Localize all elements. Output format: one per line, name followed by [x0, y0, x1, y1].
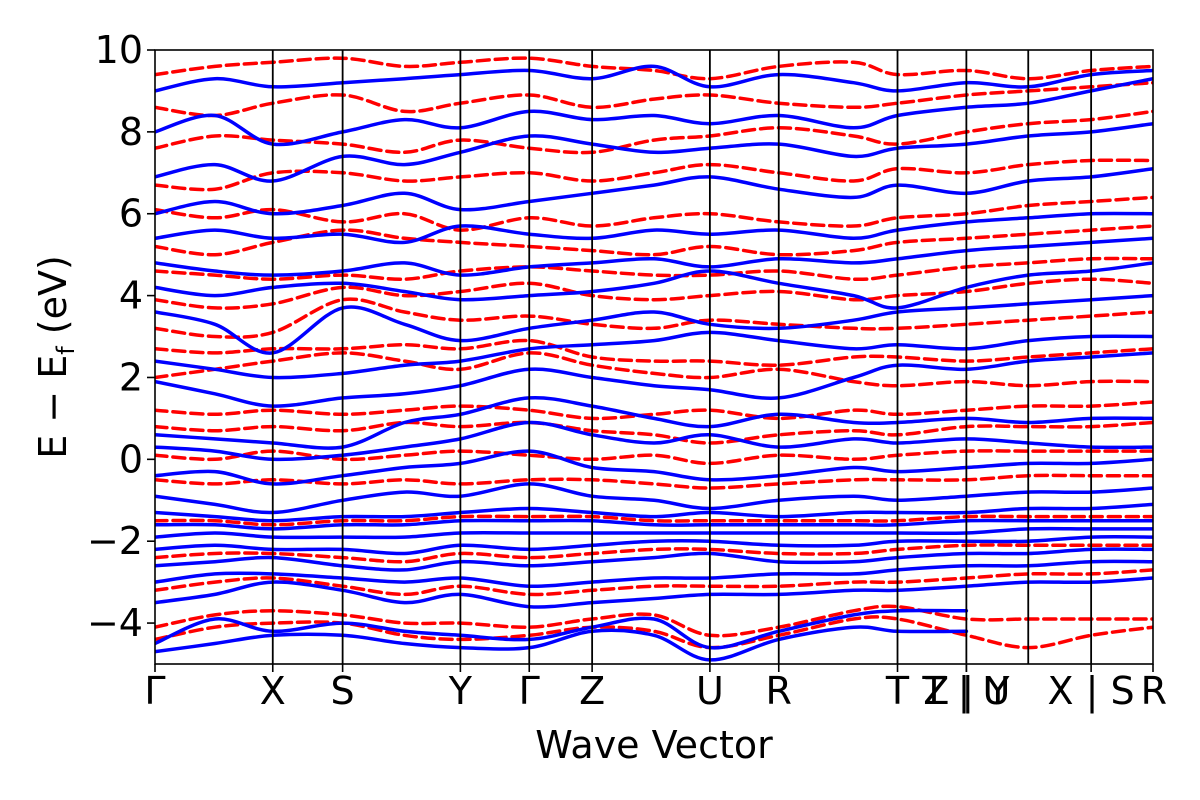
solid-band-10 [155, 449, 1153, 486]
solid-band-8 [155, 502, 1153, 523]
x-tick-label: T | U [921, 669, 1010, 714]
y-tick-label: 8 [119, 110, 143, 154]
solid-band-1 [155, 608, 969, 650]
dashed-band-8 [155, 400, 1153, 421]
dashed-band-12 [155, 277, 1153, 310]
solid-band-4 [155, 547, 1153, 572]
solid-band-2 [155, 576, 1153, 609]
dashed-band-11 [155, 297, 1153, 339]
solid-band-6 [155, 526, 1153, 540]
x-tick-label: T [885, 669, 910, 713]
y-tick-label: 2 [119, 355, 143, 399]
solid-band-0 [155, 625, 969, 662]
dashed-band-5 [155, 473, 1153, 490]
x-tick-label: R [1141, 669, 1167, 713]
y-tick-label: −2 [87, 519, 143, 563]
solid-band-3 [155, 559, 1153, 589]
x-tick-label: Γ [519, 669, 540, 713]
y-tick-label: 0 [119, 437, 143, 481]
solid-band-5 [155, 535, 1153, 556]
x-tick-label: Z | Y [923, 669, 1010, 714]
solid-band-21 [155, 76, 1153, 147]
y-axis-title: E − Ef (eV) [31, 255, 80, 459]
dashed-band-1 [155, 604, 1153, 638]
dashed-band-3 [155, 543, 1153, 564]
solid-band-18 [155, 211, 1153, 245]
solid-band-20 [155, 121, 1153, 183]
solid-band-11 [155, 420, 1153, 462]
solid-band-12 [155, 395, 1153, 450]
x-tick-label: R [766, 669, 792, 713]
solid-band-16 [155, 261, 1153, 310]
y-tick-label: −4 [87, 601, 143, 645]
x-tick-label: S [331, 669, 355, 713]
y-tick-label: 4 [119, 274, 143, 318]
dashed-band-7 [155, 420, 1153, 445]
solid-band-22 [155, 64, 1153, 93]
x-tick-label: U [696, 669, 724, 713]
solid-band-17 [155, 236, 1153, 277]
x-tick-label: Y [448, 669, 473, 713]
dashed-band-16 [155, 158, 1153, 192]
y-axis-title-unit: (eV) [31, 255, 75, 346]
x-tick-label: X [260, 669, 286, 713]
plot-frame [154, 49, 1154, 665]
dashed-band-19 [155, 56, 1153, 81]
x-axis-title: Wave Vector [535, 723, 773, 767]
x-tick-label: Γ [144, 669, 165, 713]
dashed-band-10 [155, 338, 1153, 368]
dashed-band-9 [155, 351, 1153, 388]
y-axis-title-subscript: f [52, 346, 80, 355]
solid-band-19 [155, 166, 1153, 216]
kpoint-lines [271, 50, 1093, 664]
y-tick-label: 6 [119, 192, 143, 236]
dashed-band-0 [155, 615, 1153, 650]
bands-layer [155, 56, 1153, 662]
y-tick-label: 10 [95, 28, 143, 72]
solid-band-15 [155, 293, 1153, 355]
dashed-band-18 [155, 80, 1153, 118]
solid-band-14 [155, 330, 1153, 380]
dashed-band-13 [155, 256, 1153, 282]
y-axis-title-main: E − E [31, 355, 75, 459]
dashed-band-17 [155, 109, 1153, 155]
dashed-band-4 [155, 514, 1153, 527]
dashed-band-14 [155, 224, 1153, 257]
x-tick-label: Z [579, 669, 605, 713]
x-tick-label: X | S [1048, 669, 1135, 714]
solid-band-9 [155, 482, 1153, 515]
dashed-band-15 [155, 195, 1153, 232]
solid-band-13 [155, 351, 1153, 408]
y-axis-ticks: −4 −2 0 2 4 6 8 10 [87, 28, 155, 645]
dashed-band-2 [155, 568, 1153, 597]
solid-band-7 [155, 518, 1153, 531]
